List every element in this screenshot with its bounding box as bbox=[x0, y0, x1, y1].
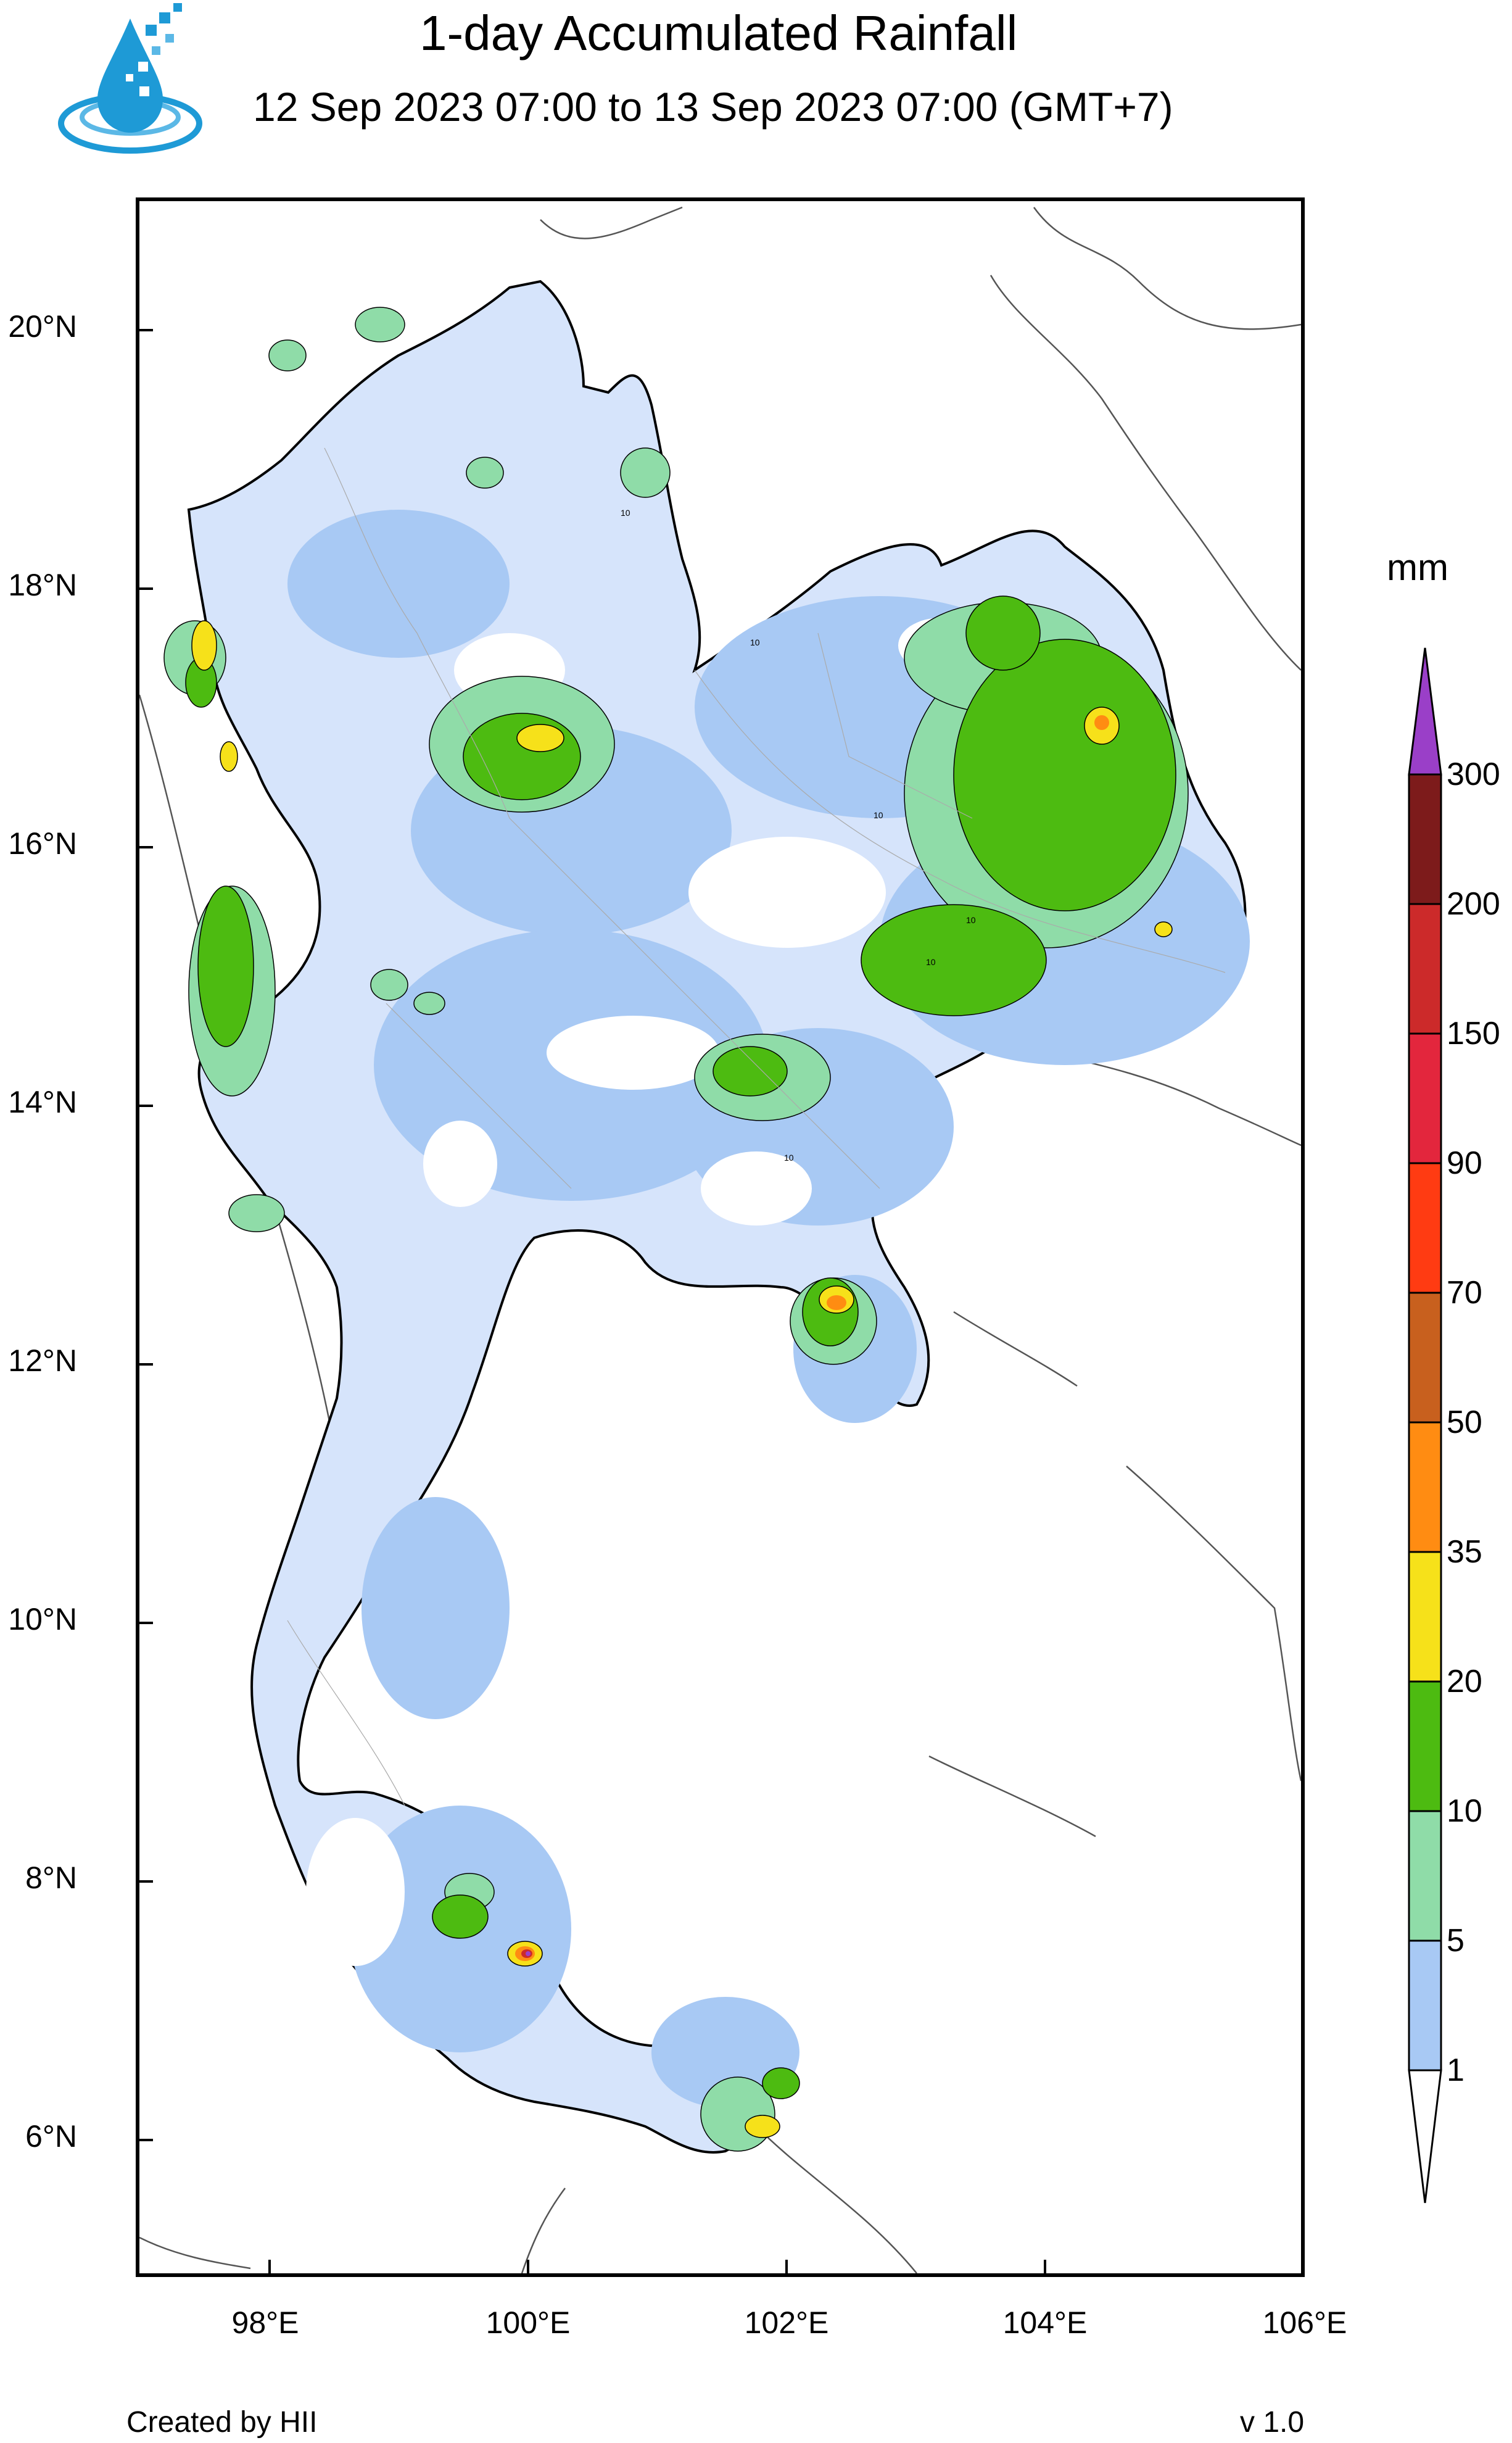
contour-label: 10 bbox=[621, 508, 630, 518]
contour-label: 10 bbox=[874, 810, 883, 820]
colorbar-label: 35 bbox=[1447, 1534, 1482, 1570]
rainfall-map: 10 10 10 10 10 10 bbox=[136, 197, 1305, 2277]
colorbar bbox=[1408, 647, 1442, 2204]
colorbar-label: 1 bbox=[1447, 2052, 1464, 2088]
contour-label: 10 bbox=[750, 637, 760, 647]
colorbar-bin bbox=[1408, 1939, 1442, 2072]
contour-label: 10 bbox=[966, 915, 976, 925]
colorbar-label: 10 bbox=[1447, 1793, 1482, 1829]
lat-label: 18°N bbox=[8, 568, 77, 602]
lat-label: 10°N bbox=[8, 1602, 77, 1636]
contour-label: 10 bbox=[784, 1153, 794, 1163]
province-borders bbox=[287, 447, 1226, 1806]
graticule-ticks bbox=[139, 329, 1046, 2273]
colorbar-label: 5 bbox=[1447, 1923, 1464, 1959]
colorbar-bin bbox=[1408, 1292, 1442, 1424]
rainfall-map-canvas: 10 10 10 10 10 10 bbox=[139, 206, 1301, 2273]
map-title: 1-day Accumulated Rainfall bbox=[419, 6, 1018, 60]
lon-label: 100°E bbox=[485, 2305, 571, 2340]
lat-label: 14°N bbox=[8, 1085, 77, 1119]
colorbar-cap-top bbox=[1408, 647, 1442, 776]
colorbar-cap-bottom bbox=[1408, 2069, 1442, 2204]
colorbar-bin bbox=[1408, 1680, 1442, 1812]
lon-label: 102°E bbox=[744, 2305, 829, 2340]
colorbar-bin bbox=[1408, 903, 1442, 1035]
colorbar-label: 90 bbox=[1447, 1145, 1482, 1181]
colorbar-label: 20 bbox=[1447, 1664, 1482, 1699]
colorbar-bin bbox=[1408, 1810, 1442, 1942]
lat-label: 8°N bbox=[25, 1860, 77, 1895]
colorbar-label: 200 bbox=[1447, 886, 1500, 922]
colorbar-bin bbox=[1408, 1032, 1442, 1164]
colorbar-bin bbox=[1408, 1551, 1442, 1683]
lon-label: 104°E bbox=[1002, 2305, 1088, 2340]
colorbar-label: 300 bbox=[1447, 757, 1500, 792]
lat-label: 20°N bbox=[8, 309, 77, 344]
lon-label: 106°E bbox=[1262, 2305, 1347, 2340]
lat-label: 16°N bbox=[8, 826, 77, 861]
country-shading bbox=[163, 280, 1250, 2154]
version-text: v 1.0 bbox=[1240, 2406, 1305, 2439]
lat-label: 12°N bbox=[8, 1343, 77, 1378]
lon-label: 98°E bbox=[231, 2305, 299, 2340]
colorbar-bin bbox=[1408, 1162, 1442, 1294]
colorbar-bin bbox=[1408, 773, 1442, 905]
credit-text: Created by HII bbox=[126, 2406, 318, 2439]
contour-label: 10 bbox=[926, 957, 936, 967]
colorbar-label: 150 bbox=[1447, 1016, 1500, 1051]
colorbar-label: 50 bbox=[1447, 1404, 1482, 1440]
hii-logo bbox=[53, 0, 220, 167]
water-drop-logo-icon bbox=[58, 3, 202, 154]
colorbar-label: 70 bbox=[1447, 1275, 1482, 1311]
colorbar-bin bbox=[1408, 1421, 1442, 1553]
map-subtitle: 12 Sep 2023 07:00 to 13 Sep 2023 07:00 (… bbox=[253, 84, 1173, 130]
colorbar-unit: mm bbox=[1387, 547, 1448, 588]
lat-label: 6°N bbox=[25, 2119, 77, 2154]
